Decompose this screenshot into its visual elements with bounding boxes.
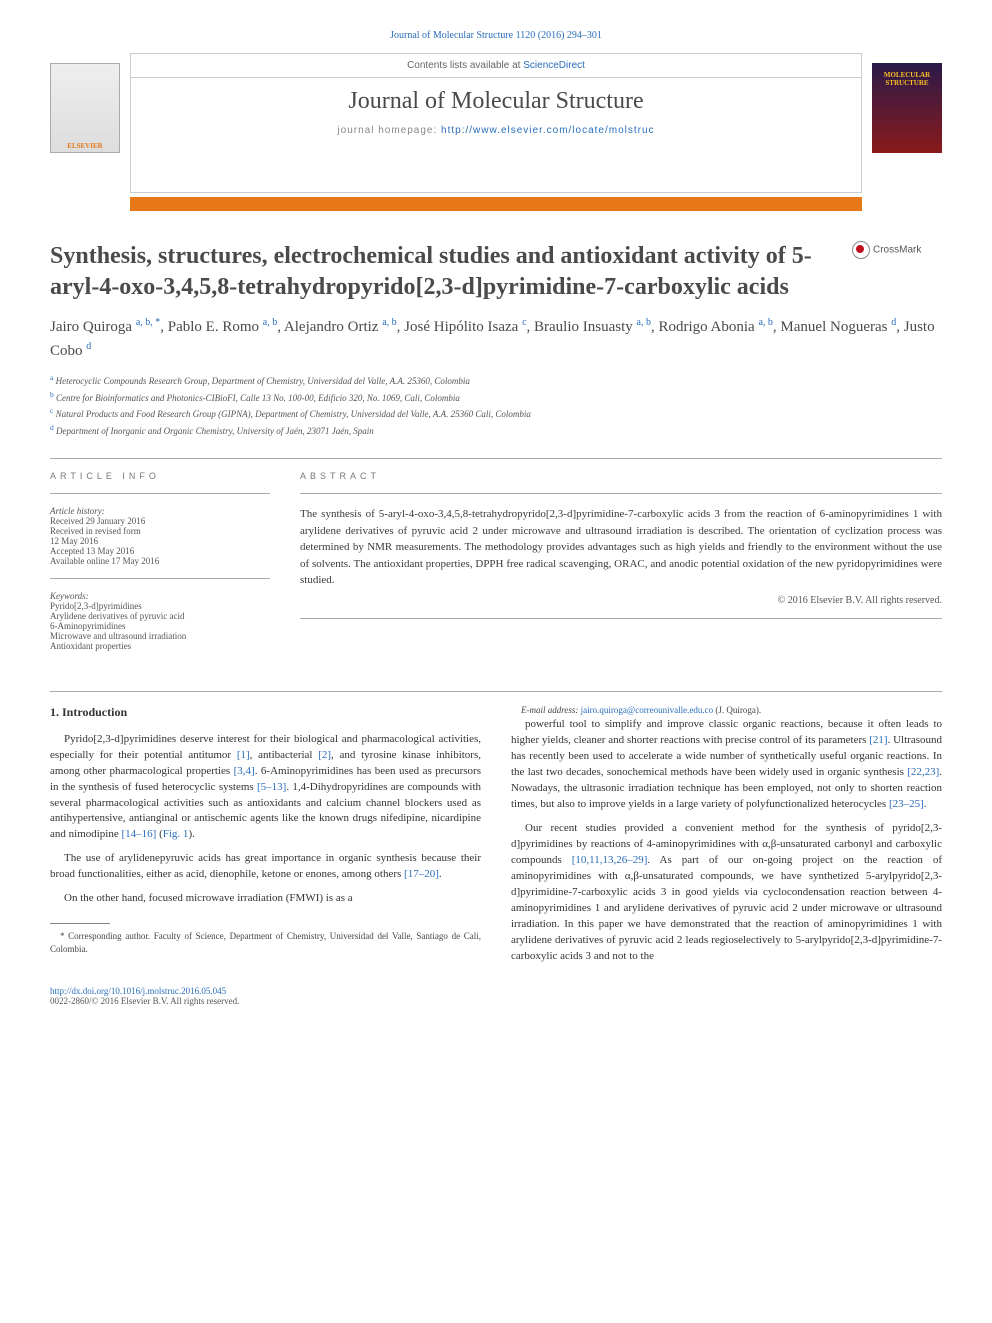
homepage-link[interactable]: http://www.elsevier.com/locate/molstruc bbox=[441, 125, 655, 136]
crossmark-badge[interactable]: CrossMark bbox=[852, 241, 942, 259]
article-title: Synthesis, structures, electrochemical s… bbox=[50, 241, 942, 303]
abstract-heading: ABSTRACT bbox=[300, 471, 942, 481]
revised-date: 12 May 2016 bbox=[50, 536, 270, 546]
keyword: Pyrido[2,3-d]pyrimidines bbox=[50, 601, 270, 611]
paragraph: On the other hand, focused microwave irr… bbox=[50, 891, 481, 907]
accent-bar bbox=[130, 197, 862, 211]
paragraph: Our recent studies provided a convenient… bbox=[511, 821, 942, 964]
citation-link[interactable]: [21] bbox=[869, 734, 887, 746]
citation-link[interactable]: [22,23] bbox=[907, 766, 939, 778]
article-body: 1. Introduction Pyrido[2,3-d]pyrimidines… bbox=[50, 704, 942, 966]
keyword: Antioxidant properties bbox=[50, 641, 270, 651]
section-heading: 1. Introduction bbox=[50, 704, 481, 721]
journal-reference[interactable]: Journal of Molecular Structure 1120 (201… bbox=[50, 30, 942, 41]
keyword: Arylidene derivatives of pyruvic acid bbox=[50, 611, 270, 621]
paragraph: Pyrido[2,3-d]pyrimidines deserve interes… bbox=[50, 732, 481, 844]
journal-cover-thumbnail: MOLECULAR STRUCTURE bbox=[872, 63, 942, 153]
page-footer: http://dx.doi.org/10.1016/j.molstruc.201… bbox=[50, 986, 942, 1006]
abstract-section: ABSTRACT The synthesis of 5-aryl-4-oxo-3… bbox=[300, 471, 942, 651]
contents-label: Contents lists available at bbox=[407, 60, 523, 71]
paragraph: The use of arylidenepyruvic acids has gr… bbox=[50, 851, 481, 883]
citation-link[interactable]: [17–20] bbox=[404, 868, 439, 880]
divider bbox=[300, 493, 942, 494]
citation-link[interactable]: [2] bbox=[318, 749, 331, 761]
received-date: Received 29 January 2016 bbox=[50, 516, 270, 526]
paragraph: powerful tool to simplify and improve cl… bbox=[511, 717, 942, 813]
citation-link[interactable]: [23–25] bbox=[889, 798, 924, 810]
issn-copyright: 0022-2860/© 2016 Elsevier B.V. All right… bbox=[50, 996, 239, 1006]
author-list: Jairo Quiroga a, b, *, Pablo E. Romo a, … bbox=[50, 315, 942, 362]
divider bbox=[50, 691, 942, 692]
citation-link[interactable]: [14–16] bbox=[122, 828, 157, 840]
divider bbox=[50, 458, 942, 459]
email-line: E-mail address: jairo.quiroga@correouniv… bbox=[511, 704, 942, 717]
citation-link[interactable]: [3,4] bbox=[234, 765, 255, 777]
affiliation: b Centre for Bioinformatics and Photonic… bbox=[50, 389, 942, 406]
crossmark-icon bbox=[852, 241, 870, 259]
corresponding-author-note: * Corresponding author. Faculty of Scien… bbox=[50, 930, 481, 956]
keywords-label: Keywords: bbox=[50, 591, 270, 601]
divider bbox=[50, 578, 270, 579]
history-label: Article history: bbox=[50, 506, 270, 516]
abstract-copyright: © 2016 Elsevier B.V. All rights reserved… bbox=[300, 595, 942, 606]
figure-link[interactable]: Fig. 1 bbox=[163, 828, 189, 840]
contents-list-line: Contents lists available at ScienceDirec… bbox=[131, 54, 861, 78]
divider bbox=[50, 493, 270, 494]
accepted-date: Accepted 13 May 2016 bbox=[50, 546, 270, 556]
article-info-heading: ARTICLE INFO bbox=[50, 471, 270, 481]
footnote-divider bbox=[50, 923, 110, 924]
online-date: Available online 17 May 2016 bbox=[50, 556, 270, 566]
keyword: 6-Aminopyrimidines bbox=[50, 621, 270, 631]
publisher-logo: ELSEVIER bbox=[50, 63, 120, 153]
affiliation: a Heterocyclic Compounds Research Group,… bbox=[50, 372, 942, 389]
sciencedirect-link[interactable]: ScienceDirect bbox=[523, 60, 585, 71]
doi-link[interactable]: http://dx.doi.org/10.1016/j.molstruc.201… bbox=[50, 986, 226, 996]
affiliation: c Natural Products and Food Research Gro… bbox=[50, 405, 942, 422]
abstract-text: The synthesis of 5-aryl-4-oxo-3,4,5,8-te… bbox=[300, 506, 942, 589]
citation-link[interactable]: [10,11,13,26–29] bbox=[572, 854, 648, 866]
affiliations: a Heterocyclic Compounds Research Group,… bbox=[50, 372, 942, 438]
keyword: Microwave and ultrasound irradiation bbox=[50, 631, 270, 641]
journal-name: Journal of Molecular Structure bbox=[131, 78, 861, 125]
citation-link[interactable]: [1] bbox=[237, 749, 250, 761]
crossmark-label: CrossMark bbox=[873, 245, 921, 256]
journal-homepage-line: journal homepage: http://www.elsevier.co… bbox=[131, 125, 861, 136]
affiliation: d Department of Inorganic and Organic Ch… bbox=[50, 422, 942, 439]
citation-link[interactable]: [5–13] bbox=[257, 781, 286, 793]
homepage-label: journal homepage: bbox=[337, 125, 441, 136]
email-link[interactable]: jairo.quiroga@correounivalle.edu.co bbox=[581, 705, 714, 715]
journal-header: Contents lists available at ScienceDirec… bbox=[130, 53, 862, 193]
revised-label: Received in revised form bbox=[50, 526, 270, 536]
article-info-sidebar: ARTICLE INFO Article history: Received 2… bbox=[50, 471, 270, 651]
divider bbox=[300, 618, 942, 619]
